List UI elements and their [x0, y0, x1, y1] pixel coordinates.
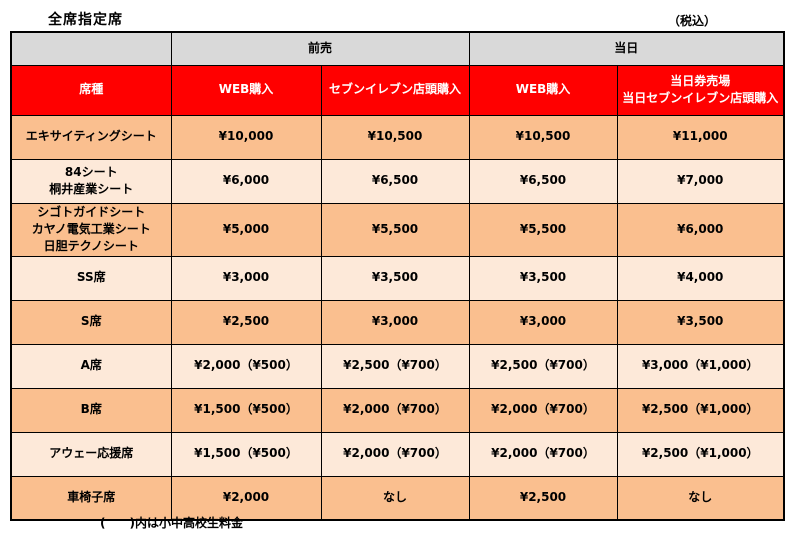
- table-row-84-seat: 84シート 桐井産業シート ¥6,000 ¥6,500 ¥6,500 ¥7,00…: [10, 158, 785, 204]
- price-cell: ¥10,500: [320, 114, 470, 160]
- seat-name-cell: SS席: [10, 255, 172, 301]
- price-cell: ¥2,500（¥1,000）: [616, 431, 785, 477]
- price-cell: ¥3,000: [468, 299, 618, 345]
- price-cell: ¥6,000: [170, 158, 322, 204]
- column-header-row: 席種 WEB購入 セブンイレブン店頭購入 WEB購入 当日券売場 当日セブンイレ…: [10, 64, 785, 116]
- price-cell: ¥2,500（¥700）: [320, 343, 470, 389]
- price-cell: ¥3,000（¥1,000）: [616, 343, 785, 389]
- price-cell: ¥3,500: [320, 255, 470, 301]
- price-cell: ¥3,500: [616, 299, 785, 345]
- column-header-advance-web: WEB購入: [170, 64, 322, 116]
- price-cell: ¥1,500（¥500）: [170, 387, 322, 433]
- table-row-b-seat: B席 ¥1,500（¥500） ¥2,000（¥700） ¥2,000（¥700…: [10, 387, 785, 433]
- column-header-seat-type: 席種: [10, 64, 172, 116]
- group-header-advance: 前売: [170, 31, 470, 66]
- price-cell: ¥5,500: [320, 202, 470, 257]
- price-cell: ¥2,000（¥700）: [320, 431, 470, 477]
- price-cell: ¥11,000: [616, 114, 785, 160]
- table-row-ss-seat: SS席 ¥3,000 ¥3,500 ¥3,500 ¥4,000: [10, 255, 785, 301]
- tax-included-note: （税込）: [668, 14, 717, 28]
- student-price-note: ( )内は小中高校生料金: [100, 516, 243, 530]
- price-cell: ¥2,500（¥1,000）: [616, 387, 785, 433]
- column-header-sameday-boxoffice: 当日券売場 当日セブンイレブン店頭購入: [616, 64, 785, 116]
- price-cell: ¥10,500: [468, 114, 618, 160]
- table-row-a-seat: A席 ¥2,000（¥500） ¥2,500（¥700） ¥2,500（¥700…: [10, 343, 785, 389]
- corner-cell: [10, 31, 172, 66]
- seat-name-cell: 84シート 桐井産業シート: [10, 158, 172, 204]
- seat-pricing-table: 前売 当日 席種 WEB購入 セブンイレブン店頭購入 WEB購入 当日券売場 当…: [10, 31, 785, 522]
- price-cell: ¥6,000: [616, 202, 785, 257]
- price-cell: ¥6,500: [320, 158, 470, 204]
- table-row-s-seat: S席 ¥2,500 ¥3,000 ¥3,000 ¥3,500: [10, 299, 785, 345]
- seat-name-cell: シゴトガイドシート カヤノ電気工業シート 日胆テクノシート: [10, 202, 172, 257]
- price-cell: ¥2,000（¥500）: [170, 343, 322, 389]
- group-header-sameday: 当日: [468, 31, 785, 66]
- price-cell: ¥2,000（¥700）: [468, 387, 618, 433]
- price-cell: ¥2,500: [170, 299, 322, 345]
- seat-name-cell: B席: [10, 387, 172, 433]
- seat-name-cell: A席: [10, 343, 172, 389]
- seat-name-cell: S席: [10, 299, 172, 345]
- price-cell: ¥2,000（¥700）: [468, 431, 618, 477]
- price-cell: なし: [320, 475, 470, 521]
- seat-name-cell: エキサイティングシート: [10, 114, 172, 160]
- price-cell: ¥1,500（¥500）: [170, 431, 322, 477]
- column-header-advance-seveneleven: セブンイレブン店頭購入: [320, 64, 470, 116]
- page-title: 全席指定席: [48, 12, 123, 28]
- price-cell: ¥2,000（¥700）: [320, 387, 470, 433]
- price-cell: ¥10,000: [170, 114, 322, 160]
- group-header-row: 前売 当日: [10, 31, 785, 66]
- price-cell: ¥2,500（¥700）: [468, 343, 618, 389]
- table-row-exciting-seat: エキサイティングシート ¥10,000 ¥10,500 ¥10,500 ¥11,…: [10, 114, 785, 160]
- price-cell: ¥7,000: [616, 158, 785, 204]
- column-header-sameday-web: WEB購入: [468, 64, 618, 116]
- table-row-wheelchair-seat: 車椅子席 ¥2,000 なし ¥2,500 なし: [10, 475, 785, 521]
- price-cell: ¥5,500: [468, 202, 618, 257]
- price-cell: ¥6,500: [468, 158, 618, 204]
- price-cell: ¥2,500: [468, 475, 618, 521]
- table-row-away-supporter-seat: アウェー応援席 ¥1,500（¥500） ¥2,000（¥700） ¥2,000…: [10, 431, 785, 477]
- seat-name-cell: アウェー応援席: [10, 431, 172, 477]
- price-cell: なし: [616, 475, 785, 521]
- price-cell: ¥3,500: [468, 255, 618, 301]
- seat-name-cell: 車椅子席: [10, 475, 172, 521]
- price-cell: ¥4,000: [616, 255, 785, 301]
- table-row-shigoto-guide-seat: シゴトガイドシート カヤノ電気工業シート 日胆テクノシート ¥5,000 ¥5,…: [10, 202, 785, 257]
- price-cell: ¥3,000: [320, 299, 470, 345]
- price-cell: ¥5,000: [170, 202, 322, 257]
- price-cell: ¥3,000: [170, 255, 322, 301]
